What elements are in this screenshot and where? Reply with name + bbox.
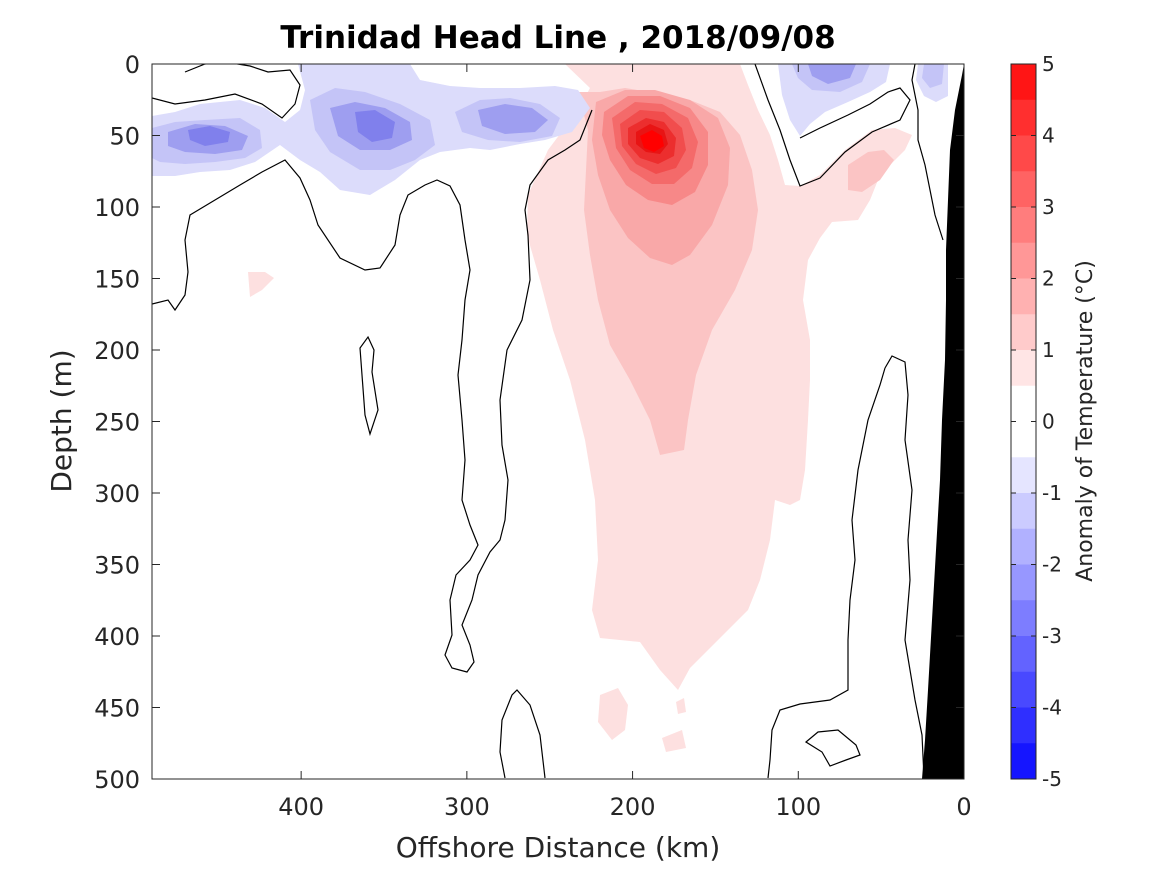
colorbar-segment — [1011, 707, 1036, 744]
colorbar-label: Anomaly of Temperature (°C) — [1073, 260, 1098, 582]
zero-contour-right-arc — [754, 64, 911, 187]
zero-contour-right-column — [884, 355, 925, 779]
y-axis-label: Depth (m) — [45, 349, 78, 492]
colorbar-segment — [1011, 564, 1036, 601]
colorbar-segment — [1011, 743, 1036, 780]
zero-contour-surface-left — [152, 64, 301, 119]
x-tick-label: 0 — [956, 793, 971, 821]
colorbar-tick-label: 4 — [1042, 124, 1055, 148]
zero-contour-right-top — [911, 64, 944, 241]
zero-contour-left-column — [152, 109, 593, 673]
warm-anomaly-small-455 — [676, 698, 686, 714]
warm-anomaly-small-150 — [248, 272, 274, 297]
colorbar-segment — [1011, 278, 1036, 315]
warm-anomaly-peak — [640, 130, 664, 152]
colorbar-tick-label: 5 — [1042, 52, 1055, 76]
zero-contour-bottom-mid — [499, 689, 546, 779]
colorbar-segment — [1011, 671, 1036, 708]
colorbar-tick-label: 2 — [1042, 267, 1055, 291]
cold-anomaly-level-4-b — [355, 110, 395, 142]
colorbar-tick-label: 0 — [1042, 410, 1055, 434]
colorbar-tick-label: -2 — [1042, 553, 1062, 577]
colorbar-segment — [1011, 64, 1036, 101]
colorbar-tick-label: -5 — [1042, 767, 1062, 791]
colorbar-segment — [1011, 99, 1036, 136]
chart-title: Trinidad Head Line , 2018/09/08 — [280, 20, 835, 56]
colorbar-segment — [1011, 493, 1036, 530]
y-tick-label: 150 — [94, 266, 140, 294]
cold-anomaly-top-right-3 — [808, 64, 856, 84]
y-axis: 0 50 100 150 200 250 300 350 400 450 500 — [94, 51, 964, 794]
x-tick-label: 100 — [775, 793, 821, 821]
x-tick-label: 400 — [278, 793, 324, 821]
y-tick-label: 350 — [94, 552, 140, 580]
colorbar-segment — [1011, 636, 1036, 673]
x-tick-label: 200 — [610, 793, 656, 821]
colorbar-segment — [1011, 457, 1036, 494]
warm-anomaly-small-470 — [662, 730, 686, 752]
colorbar-segment — [1011, 171, 1036, 208]
contour-fills — [152, 64, 948, 752]
zero-contour-bottom-right-loop — [804, 729, 861, 767]
y-tick-label: 500 — [94, 766, 140, 794]
cold-anomaly-level-4-a — [188, 126, 230, 146]
colorbar-segment — [1011, 242, 1036, 279]
colorbar-tick-label: -4 — [1042, 696, 1062, 720]
colorbar-tick-label: -1 — [1042, 481, 1062, 505]
colorbar-segment — [1011, 600, 1036, 637]
zero-contour-island-1 — [359, 335, 379, 437]
colorbar-segment — [1011, 350, 1036, 387]
colorbar-segment — [1011, 421, 1036, 458]
colorbar-segment — [1011, 135, 1036, 172]
y-tick-label: 50 — [109, 123, 140, 151]
colorbar-segment — [1011, 314, 1036, 351]
colorbar-segment — [1011, 207, 1036, 244]
cold-anomaly-top-right-5 — [922, 64, 944, 88]
x-axis-label: Offshore Distance (km) — [396, 831, 721, 864]
zero-contour-inner-right — [767, 367, 886, 779]
colorbar-tick-label: 3 — [1042, 195, 1055, 219]
colorbar-segment — [1011, 528, 1036, 565]
y-tick-label: 300 — [94, 480, 140, 508]
colorbar-tick-label: -3 — [1042, 624, 1062, 648]
colorbar: 5 4 3 2 1 0 -1 -2 -3 -4 -5 — [1010, 52, 1062, 791]
y-tick-label: 0 — [125, 51, 140, 79]
x-axis: 400 300 200 100 0 — [278, 64, 972, 821]
land-mask — [922, 64, 964, 779]
colorbar-tick-label: 1 — [1042, 338, 1055, 362]
y-tick-label: 450 — [94, 695, 140, 723]
cold-anomaly-level-3-c — [478, 104, 548, 134]
warm-anomaly-side-lobe — [848, 150, 894, 192]
y-tick-label: 250 — [94, 409, 140, 437]
y-tick-label: 100 — [94, 194, 140, 222]
colorbar-segment — [1011, 385, 1036, 422]
zero-contours — [152, 64, 944, 779]
y-tick-label: 200 — [94, 337, 140, 365]
warm-anomaly-small-450 — [598, 688, 628, 740]
y-tick-label: 400 — [94, 623, 140, 651]
x-tick-label: 300 — [444, 793, 490, 821]
